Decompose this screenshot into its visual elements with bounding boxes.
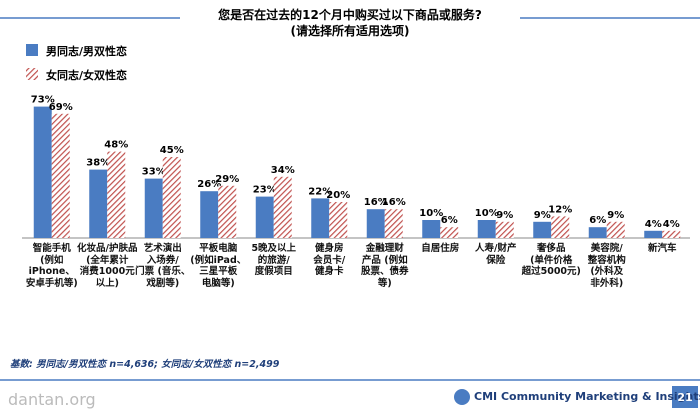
legend-swatch — [26, 68, 38, 80]
value-label: 12% — [548, 204, 572, 215]
bar — [422, 220, 441, 238]
bar — [144, 178, 163, 238]
bar — [606, 221, 625, 238]
brand: CMI Community Marketing & Insights — [474, 390, 700, 403]
page-box — [672, 386, 698, 408]
bar — [311, 198, 330, 238]
x-tick-label: 化妆品/护肤品 (全年累计 消费1000元 以上) — [77, 243, 138, 289]
x-tick-label: 人寿/财产 保险 — [475, 243, 517, 266]
x-tick-label: 智能手机 (例如iPhone、 安卓手机等) — [25, 243, 78, 289]
value-label: 48% — [104, 140, 128, 151]
bar — [644, 230, 663, 238]
bar — [33, 106, 52, 238]
value-label: 9% — [607, 210, 624, 221]
value-label: 9% — [496, 210, 513, 221]
bar — [440, 227, 459, 238]
value-label: 16% — [364, 197, 388, 208]
bar — [662, 230, 681, 238]
subtitle: (请选择所有适用选项) — [290, 24, 410, 38]
value-label: 73% — [31, 95, 55, 106]
bar — [477, 220, 496, 238]
value-label: 69% — [49, 102, 73, 113]
value-label: 23% — [253, 185, 277, 196]
value-label: 34% — [271, 165, 295, 176]
bar — [218, 185, 237, 238]
x-tick-label: 美容院/ 整容机构 (外科及 非外科) — [587, 243, 626, 289]
bar — [533, 221, 552, 238]
x-tick-label: 金融理财 产品 (例如 股票、债券 等) — [360, 243, 409, 289]
x-tick-label: 平板电脑 (例如iPad、 三星平板 电脑等) — [190, 243, 247, 289]
footnote: 基数: 男同志/男双性恋 n=4,636; 女同志/女双性恋 n=2,499 — [10, 359, 280, 370]
value-label: 22% — [308, 186, 332, 197]
value-label: 29% — [215, 174, 239, 185]
x-tick-label: 新汽车 — [647, 243, 677, 254]
bar — [51, 113, 70, 238]
bar — [551, 216, 570, 238]
value-label: 6% — [589, 215, 606, 226]
value-label: 38% — [86, 158, 110, 169]
bar — [255, 196, 274, 238]
x-tick-label: 自居住房 — [421, 243, 460, 254]
bar — [366, 209, 385, 238]
bar — [495, 221, 514, 238]
logo — [454, 389, 470, 405]
title: 您是否在过去的12个月中购买过以下商品或服务? — [218, 8, 482, 22]
legend-label: 男同志/男双性恋 — [46, 45, 128, 58]
value-label: 10% — [419, 208, 443, 219]
legend-swatch — [26, 44, 38, 56]
bar — [107, 151, 126, 238]
bar — [273, 176, 292, 238]
bar — [329, 202, 348, 238]
page-number: 21 — [677, 391, 693, 404]
value-label: 4% — [645, 219, 662, 230]
value-label: 45% — [160, 145, 184, 156]
bar — [200, 191, 219, 238]
watermark: dantan.org — [8, 390, 96, 409]
value-label: 16% — [382, 197, 406, 208]
bar — [89, 169, 108, 238]
x-tick-label: 5晚及以上 的旅游/ 度假项目 — [251, 243, 297, 277]
value-label: 26% — [197, 179, 221, 190]
value-label: 33% — [142, 167, 166, 178]
bar — [384, 209, 403, 238]
x-tick-label: 艺术演出 入场券/ 门票 (音乐、 戏剧等) — [135, 243, 191, 289]
value-label: 9% — [534, 210, 551, 221]
x-tick-label: 奢侈品 (单件价格 超过5000元) — [521, 243, 581, 277]
value-label: 6% — [441, 215, 458, 226]
value-label: 10% — [475, 208, 499, 219]
bar — [162, 157, 181, 238]
value-label: 20% — [326, 190, 350, 201]
bar — [588, 227, 607, 238]
x-tick-label: 健身房 会员卡/ 健身卡 — [313, 243, 346, 277]
legend-label: 女同志/女双性恋 — [46, 69, 128, 82]
value-label: 4% — [663, 219, 680, 230]
